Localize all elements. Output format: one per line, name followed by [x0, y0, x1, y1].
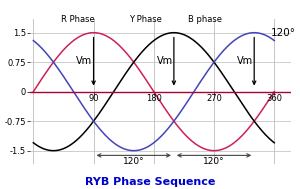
Text: Vm: Vm	[76, 56, 92, 66]
Text: R Phase: R Phase	[61, 15, 95, 24]
Text: 120°: 120°	[123, 157, 145, 166]
Text: 90: 90	[88, 94, 99, 103]
Text: 120°: 120°	[271, 28, 296, 38]
Text: 360: 360	[266, 94, 282, 103]
Text: 270: 270	[206, 94, 222, 103]
Text: Vm: Vm	[157, 56, 172, 66]
Text: 120°: 120°	[203, 157, 225, 166]
Text: 180: 180	[146, 94, 162, 103]
Text: Vm: Vm	[237, 56, 253, 66]
Text: RYB Phase Sequence: RYB Phase Sequence	[85, 177, 215, 187]
Text: Y Phase: Y Phase	[129, 15, 161, 24]
Text: B phase: B phase	[188, 15, 222, 24]
